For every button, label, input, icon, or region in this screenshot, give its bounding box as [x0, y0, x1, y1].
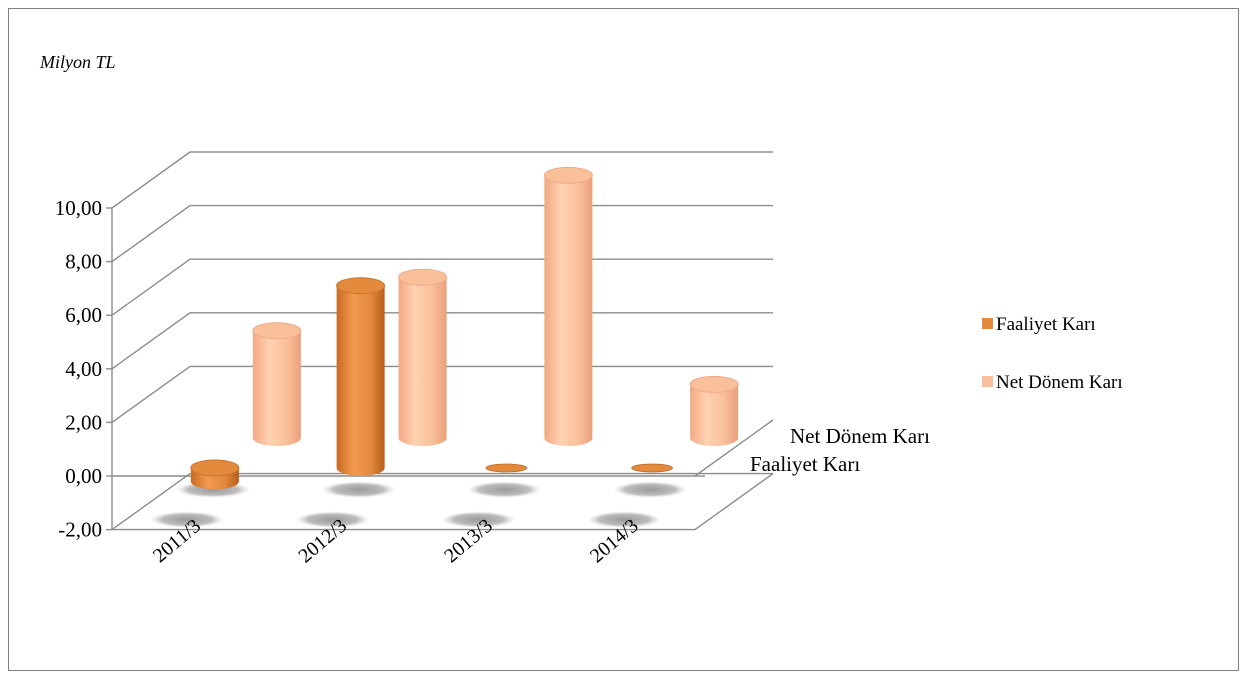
bar-body	[398, 277, 447, 446]
bar	[252, 322, 302, 446]
bar-body	[336, 285, 385, 476]
y-tick-label: 8,00	[65, 250, 102, 274]
bar-cap	[631, 463, 673, 473]
bar-cap	[689, 375, 739, 393]
legend-swatch-net	[982, 376, 993, 387]
bar-shadow	[468, 481, 541, 498]
y-tick-label: 0,00	[65, 464, 102, 488]
gridline	[111, 472, 773, 531]
bar-cap	[190, 459, 240, 477]
bar	[190, 459, 240, 490]
bar-body	[252, 330, 301, 446]
legend-label-faaliyet: Faaliyet Karı	[996, 314, 1096, 335]
bar-cap	[336, 277, 386, 295]
bar	[485, 463, 528, 473]
chart-border	[8, 8, 1239, 671]
bar	[631, 463, 673, 473]
bar-shadow	[588, 511, 661, 528]
bar-shadow	[322, 481, 395, 498]
y-tick-label: 2,00	[65, 410, 102, 434]
legend: Faaliyet Karı Net Dönem Karı	[982, 314, 1123, 393]
bar	[543, 166, 593, 447]
unit-label: Milyon TL	[39, 52, 116, 72]
bar-body	[544, 175, 593, 447]
y-tick-label: 6,00	[65, 303, 102, 327]
bar	[398, 268, 448, 446]
bar-shadow	[150, 511, 223, 528]
bar-shadow	[442, 511, 515, 528]
depth-label-front: Faaliyet Karı	[750, 452, 860, 476]
y-tick-label: 4,00	[65, 357, 102, 381]
legend-swatch-faaliyet	[982, 318, 993, 329]
axis-layer	[106, 207, 774, 531]
bar-shadow	[296, 511, 369, 528]
legend-label-net: Net Dönem Karı	[996, 372, 1123, 393]
gridline	[111, 151, 773, 209]
floor-edge	[112, 473, 774, 531]
faaliyet-bars	[190, 277, 673, 490]
bar	[336, 277, 386, 476]
depth-label-back: Net Dönem Karı	[790, 424, 930, 448]
bar-shadow	[614, 481, 687, 498]
y-tick-label: 10,00	[55, 196, 102, 220]
bar-cap	[252, 322, 302, 340]
net-donem-bars	[252, 166, 739, 447]
depth-axis	[694, 419, 774, 477]
bar-body	[690, 384, 739, 446]
bar	[689, 375, 739, 446]
bar-cap	[543, 166, 593, 184]
bar-cap	[398, 268, 448, 286]
bar-cap	[485, 463, 528, 473]
y-tick-label: -2,00	[58, 518, 102, 542]
